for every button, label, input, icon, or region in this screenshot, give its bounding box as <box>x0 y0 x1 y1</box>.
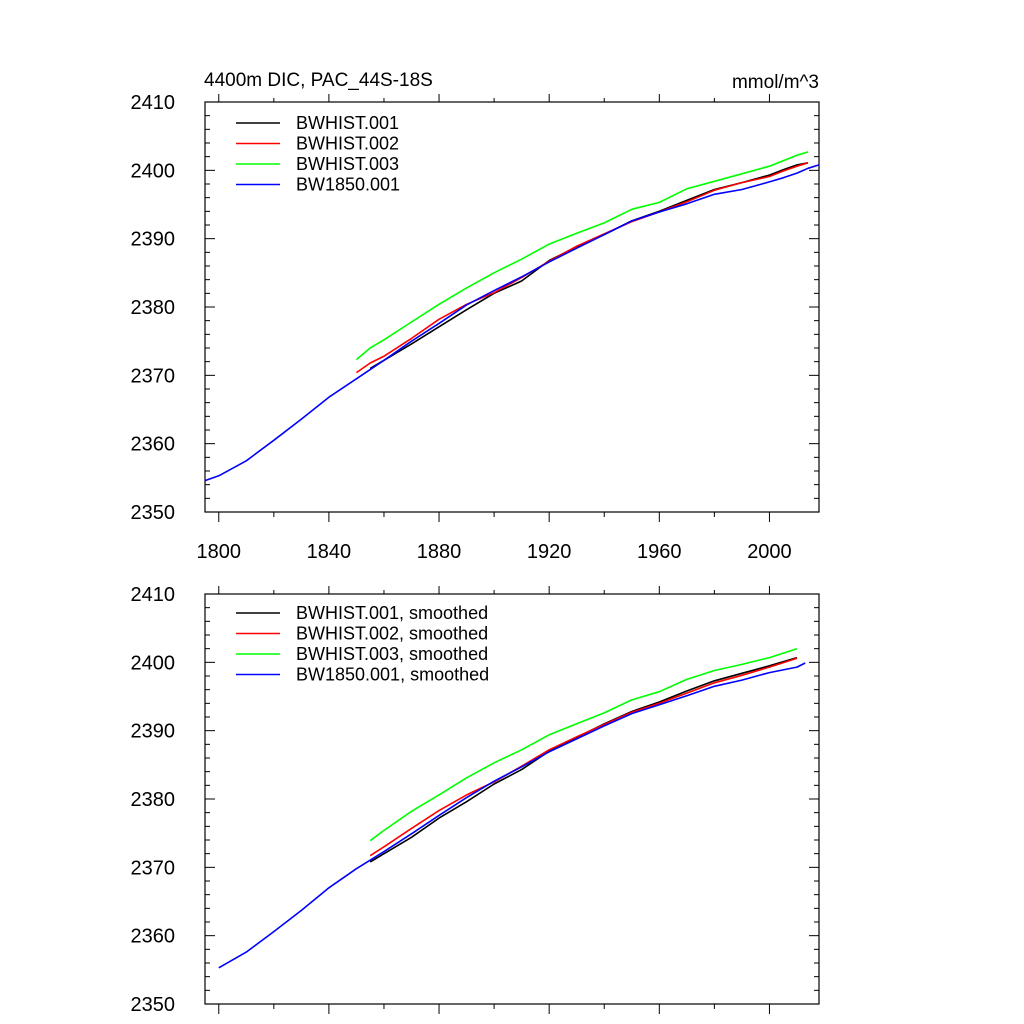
panel-bottom-plot: 2350 2360 2370 2380 2390 2400 2410 BWHIST.001, … <box>131 584 820 1016</box>
series-line <box>369 647 798 842</box>
y-tick-label: 2370 <box>131 857 176 879</box>
panel-bottom: 2350 2360 2370 2380 2390 2400 2410 BWHIST.001, … <box>131 584 820 1016</box>
x-tick-label: 1800 <box>197 541 242 563</box>
series-line <box>218 662 806 969</box>
y-tick-label: 2350 <box>131 994 176 1016</box>
x-tick-label: 1880 <box>417 541 462 563</box>
legend-label: BWHIST.003 <box>296 154 399 174</box>
legend-label: BW1850.001 <box>296 175 400 195</box>
panel-top-units: mmol/m^3 <box>732 72 819 93</box>
x-tick-label: 1920 <box>527 541 572 563</box>
panel-top: 4400m DIC, PAC_44S-18S mmol/m^3 2350 2360… <box>131 70 820 563</box>
y-tick-label: 2410 <box>131 584 176 606</box>
y-tick-label: 2370 <box>131 365 176 387</box>
legend-label: BWHIST.003, smoothed <box>296 644 488 664</box>
series-line <box>204 164 820 482</box>
panel-top-plot: 2350 2360 2370 2380 2390 2400 2410 1800 1840 1880… <box>131 92 820 563</box>
series-line <box>355 162 809 374</box>
y-tick-label: 2410 <box>131 92 176 114</box>
legend-label: BWHIST.002, smoothed <box>296 624 488 644</box>
y-tick-label: 2350 <box>131 502 176 524</box>
legend-label: BWHIST.001 <box>296 113 399 133</box>
series-line <box>369 656 798 863</box>
legend-label: BWHIST.002 <box>296 134 399 154</box>
panel-top-title: 4400m DIC, PAC_44S-18S <box>204 70 433 91</box>
y-tick-label: 2380 <box>131 297 176 319</box>
legend-label: BWHIST.001, smoothed <box>296 603 488 623</box>
y-tick-label: 2380 <box>131 789 176 811</box>
series-line <box>369 657 798 857</box>
y-tick-label: 2400 <box>131 160 176 182</box>
legend-label: BW1850.001, smoothed <box>296 665 489 685</box>
y-tick-label: 2400 <box>131 652 176 674</box>
y-tick-label: 2360 <box>131 926 176 948</box>
x-tick-label: 1840 <box>307 541 352 563</box>
y-tick-label: 2360 <box>131 434 176 456</box>
y-tick-label: 2390 <box>131 229 176 251</box>
y-tick-label: 2390 <box>131 721 176 743</box>
x-tick-label: 2000 <box>747 541 792 563</box>
x-tick-label: 1960 <box>637 541 682 563</box>
series-line <box>369 162 809 370</box>
series-line <box>355 151 809 361</box>
